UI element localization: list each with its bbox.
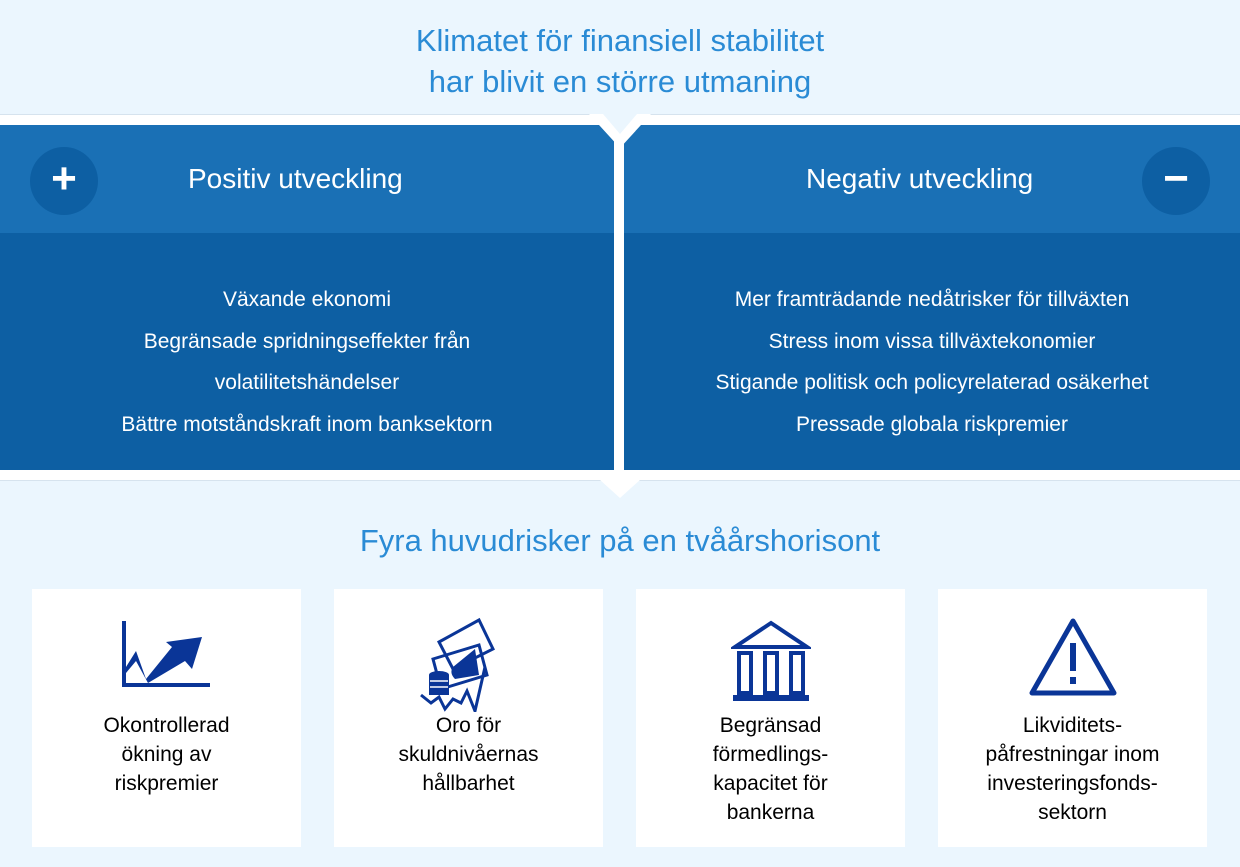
- minus-icon: −: [1142, 147, 1210, 215]
- arrow-down-icon: [589, 470, 651, 498]
- chevron-down-icon: [589, 114, 651, 148]
- money-debt-icon: [419, 617, 495, 712]
- negative-item: Mer framträdande nedåtrisker för tillväx…: [734, 288, 1130, 311]
- heading-line-1: Klimatet för finansiell stabilitet: [415, 23, 825, 58]
- risk-card: Oro för skuldnivåernas hållbarhet: [334, 589, 603, 847]
- positive-item: Bättre motståndskraft inom banksektorn: [121, 412, 493, 436]
- risk-label: Okontrollerad ökning av riskpremier: [103, 714, 230, 795]
- positive-item: Växande ekonomi: [222, 288, 392, 311]
- risk-label: Likviditets- påfrestningar inom invester…: [985, 714, 1160, 824]
- positive-item: Begränsade spridningseffekter från: [143, 329, 471, 353]
- negative-item: Pressade globala riskpremier: [796, 412, 1068, 436]
- main-heading: Klimatet för finansiell stabilitet har b…: [0, 0, 1240, 115]
- negative-panel: Negativ utveckling − Mer framträdande ne…: [624, 125, 1240, 470]
- bank-building-icon: [730, 620, 811, 701]
- positive-header: + Positiv utveckling: [0, 125, 614, 233]
- positive-item: volatilitetshändelser: [214, 371, 400, 394]
- plus-icon: +: [30, 147, 98, 215]
- positive-panel: + Positiv utveckling Växande ekonomi Beg…: [0, 125, 614, 470]
- risk-card: Likviditets- påfrestningar inom invester…: [938, 589, 1207, 847]
- risk-label: Begränsad förmedlings- kapacitet för ban…: [712, 714, 829, 824]
- warning-triangle-icon: [1029, 618, 1116, 696]
- negative-title: Negativ utveckling: [806, 163, 1034, 194]
- risk-card: Begränsad förmedlings- kapacitet för ban…: [636, 589, 905, 847]
- risk-card: Okontrollerad ökning av riskpremier: [32, 589, 301, 847]
- positive-title: Positiv utveckling: [188, 163, 403, 194]
- divider: [614, 125, 624, 470]
- rising-chart-icon: [121, 621, 210, 687]
- risks-section: Fyra huvudrisker på en tvåårshorisont Ok…: [0, 480, 1240, 867]
- negative-header: Negativ utveckling −: [624, 125, 1240, 233]
- risks-title: Fyra huvudrisker på en tvåårshorisont: [359, 523, 881, 558]
- negative-item: Stigande politisk och policyrelaterad os…: [715, 371, 1149, 394]
- negative-item: Stress inom vissa tillväxtekonomier: [768, 329, 1096, 353]
- risk-label: Oro för skuldnivåernas hållbarhet: [398, 714, 539, 795]
- heading-line-2: har blivit en större utmaning: [428, 64, 812, 99]
